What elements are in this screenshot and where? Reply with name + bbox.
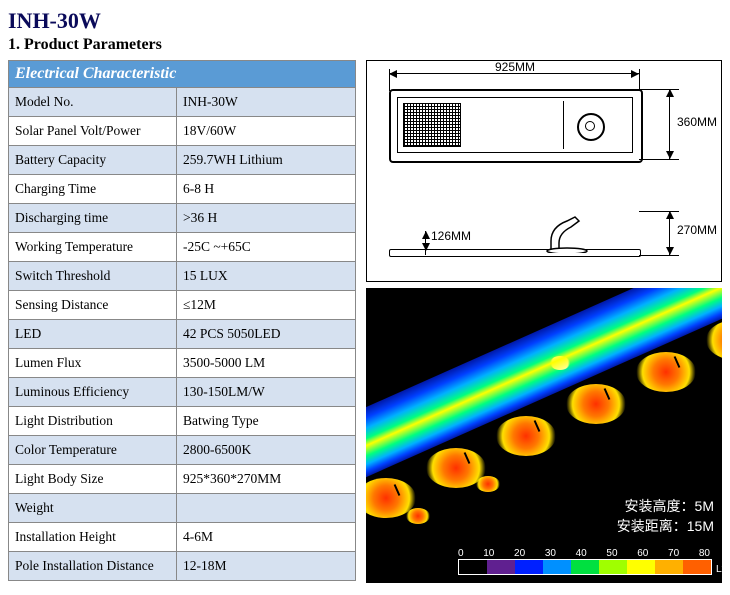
spec-label: Installation Height xyxy=(9,523,177,552)
table-row: Discharging time>36 H xyxy=(9,204,356,233)
spec-value: 4-6M xyxy=(177,523,356,552)
spec-label: Battery Capacity xyxy=(9,146,177,175)
spec-label: Charging Time xyxy=(9,175,177,204)
table-row: Charging Time6-8 H xyxy=(9,175,356,204)
dim-width: 925MM xyxy=(495,60,535,74)
dim-small: 126MM xyxy=(431,229,471,243)
technical-drawing: 925MM 360MM xyxy=(366,60,722,282)
spec-label: Color Temperature xyxy=(9,436,177,465)
table-row: Installation Height4-6M xyxy=(9,523,356,552)
spec-label: Switch Threshold xyxy=(9,262,177,291)
install-distance-label: 安装距离：15M xyxy=(617,516,714,536)
spec-label: Pole Installation Distance xyxy=(9,552,177,581)
spec-label: Solar Panel Volt/Power xyxy=(9,117,177,146)
spec-label: Light Distribution xyxy=(9,407,177,436)
table-row: Battery Capacity259.7WH Lithium xyxy=(9,146,356,175)
spec-value xyxy=(177,494,356,523)
table-header: Electrical Characteristic xyxy=(9,61,356,88)
spec-label: Model No. xyxy=(9,88,177,117)
table-row: Working Temperature-25C ~+65C xyxy=(9,233,356,262)
table-row: Model No.INH-30W xyxy=(9,88,356,117)
spec-table-container: Electrical Characteristic Model No.INH-3… xyxy=(8,60,356,583)
spec-value: >36 H xyxy=(177,204,356,233)
spec-value: 6-8 H xyxy=(177,175,356,204)
spec-table: Electrical Characteristic Model No.INH-3… xyxy=(8,60,356,581)
table-row: Light DistributionBatwing Type xyxy=(9,407,356,436)
spec-value: 42 PCS 5050LED xyxy=(177,320,356,349)
table-row: Pole Installation Distance12-18M xyxy=(9,552,356,581)
light-distribution-heatmap: 安装高度：5M 安装距离：15M 01020304050607080 Lx xyxy=(366,288,722,583)
table-row: Weight xyxy=(9,494,356,523)
spec-label: Light Body Size xyxy=(9,465,177,494)
spec-value: INH-30W xyxy=(177,88,356,117)
dim-side-height: 270MM xyxy=(677,223,717,237)
section-heading: 1. Product Parameters xyxy=(8,36,722,54)
spec-label: Lumen Flux xyxy=(9,349,177,378)
spec-label: LED xyxy=(9,320,177,349)
spec-value: -25C ~+65C xyxy=(177,233,356,262)
spec-label: Sensing Distance xyxy=(9,291,177,320)
spec-value: 3500-5000 LM xyxy=(177,349,356,378)
table-row: LED42 PCS 5050LED xyxy=(9,320,356,349)
spec-value: 2800-6500K xyxy=(177,436,356,465)
table-row: Sensing Distance≤12M xyxy=(9,291,356,320)
table-row: Color Temperature2800-6500K xyxy=(9,436,356,465)
spec-label: Weight xyxy=(9,494,177,523)
scale-bar xyxy=(458,559,712,575)
spec-value: 925*360*270MM xyxy=(177,465,356,494)
table-row: Luminous Efficiency130-150LM/W xyxy=(9,378,356,407)
table-row: Solar Panel Volt/Power18V/60W xyxy=(9,117,356,146)
install-height-label: 安装高度：5M xyxy=(625,496,714,516)
product-title: INH-30W xyxy=(8,8,722,34)
dim-height: 360MM xyxy=(677,115,717,129)
scale-ticks: 01020304050607080 xyxy=(458,548,710,559)
spec-value: 259.7WH Lithium xyxy=(177,146,356,175)
spec-value: 15 LUX xyxy=(177,262,356,291)
spec-value: ≤12M xyxy=(177,291,356,320)
table-row: Switch Threshold15 LUX xyxy=(9,262,356,291)
spec-label: Luminous Efficiency xyxy=(9,378,177,407)
spec-label: Discharging time xyxy=(9,204,177,233)
spec-value: 130-150LM/W xyxy=(177,378,356,407)
table-row: Light Body Size925*360*270MM xyxy=(9,465,356,494)
table-row: Lumen Flux3500-5000 LM xyxy=(9,349,356,378)
scale-unit: Lx xyxy=(716,564,722,575)
spec-label: Working Temperature xyxy=(9,233,177,262)
spec-value: 12-18M xyxy=(177,552,356,581)
spec-value: 18V/60W xyxy=(177,117,356,146)
spec-value: Batwing Type xyxy=(177,407,356,436)
